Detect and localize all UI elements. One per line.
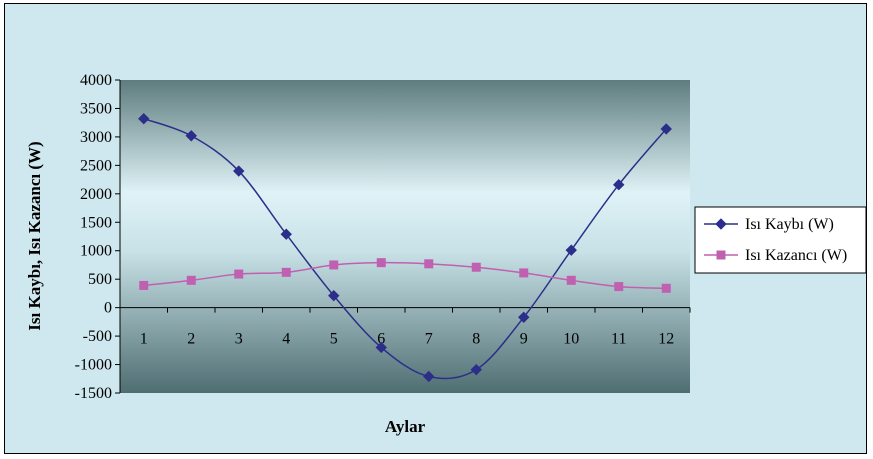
- data-point: [518, 311, 530, 324]
- y-tick-label: 4000: [80, 72, 112, 89]
- x-tick-label: 5: [330, 331, 338, 348]
- x-tick-label: 11: [611, 331, 626, 348]
- y-tick-label: 1500: [80, 214, 112, 231]
- y-tick-label: -500: [83, 328, 112, 345]
- data-point: [185, 130, 197, 142]
- data-point: [139, 280, 149, 290]
- x-tick-label: 1: [140, 331, 148, 348]
- data-point: [423, 370, 435, 383]
- data-point: [329, 260, 339, 270]
- x-axis-title: Aylar: [385, 417, 426, 436]
- y-tick-label: 2500: [80, 157, 112, 174]
- y-tick-label: 2000: [80, 186, 112, 203]
- x-tick-label: 7: [425, 331, 433, 348]
- data-point: [376, 258, 386, 268]
- legend-label: Isı Kaybı (W): [745, 216, 834, 233]
- data-point: [470, 363, 482, 376]
- data-point: [186, 275, 196, 285]
- y-tick-label: -1500: [75, 385, 112, 402]
- data-point: [566, 275, 576, 285]
- x-tick-label: 6: [377, 331, 385, 348]
- x-tick-label: 8: [472, 331, 480, 348]
- x-tick-label: 10: [563, 331, 579, 348]
- y-tick-label: 3500: [80, 100, 112, 117]
- data-point: [281, 267, 291, 277]
- data-point: [328, 289, 340, 302]
- plot-area: [120, 80, 690, 393]
- data-point: [375, 341, 387, 354]
- x-tick-label: 3: [235, 331, 243, 348]
- y-tick-label: 0: [104, 300, 112, 317]
- y-tick-label: 1000: [80, 243, 112, 260]
- x-tick-label: 9: [520, 331, 528, 348]
- data-point: [519, 268, 529, 278]
- x-tick-label: 4: [282, 331, 290, 348]
- legend-marker: [716, 250, 726, 260]
- x-axis: 1 2 3 4 5 6 7 8 9 10 11 12: [119, 307, 691, 348]
- legend: Isı Kaybı (W) Isı Kazancı (W): [694, 206, 867, 274]
- data-point: [424, 259, 434, 269]
- series-layer: [138, 112, 672, 383]
- legend-box: [694, 206, 867, 274]
- legend-label: Isı Kazancı (W): [745, 247, 847, 264]
- data-point: [280, 228, 292, 240]
- data-point: [613, 179, 625, 191]
- data-point: [660, 123, 672, 135]
- data-point: [565, 244, 577, 256]
- y-axis: 4000 3500 3000 2500 2000 1500 1000 500 0 -500 -100…: [75, 72, 121, 402]
- legend-marker: [715, 218, 727, 230]
- data-point: [614, 282, 624, 292]
- y-tick-label: 500: [88, 271, 112, 288]
- y-tick-label: 3000: [80, 129, 112, 146]
- data-point: [233, 165, 245, 177]
- data-point: [234, 269, 244, 279]
- y-tick-label: -1000: [75, 357, 112, 374]
- data-point: [138, 112, 150, 125]
- x-tick-label: 2: [187, 331, 195, 348]
- series-2: [139, 258, 671, 293]
- data-point: [471, 262, 481, 272]
- x-tick-label: 12: [658, 331, 674, 348]
- series-1: [138, 112, 672, 383]
- data-point: [661, 283, 671, 293]
- y-axis-title: Isı Kaybı, Isı Kazancı (W): [25, 141, 44, 330]
